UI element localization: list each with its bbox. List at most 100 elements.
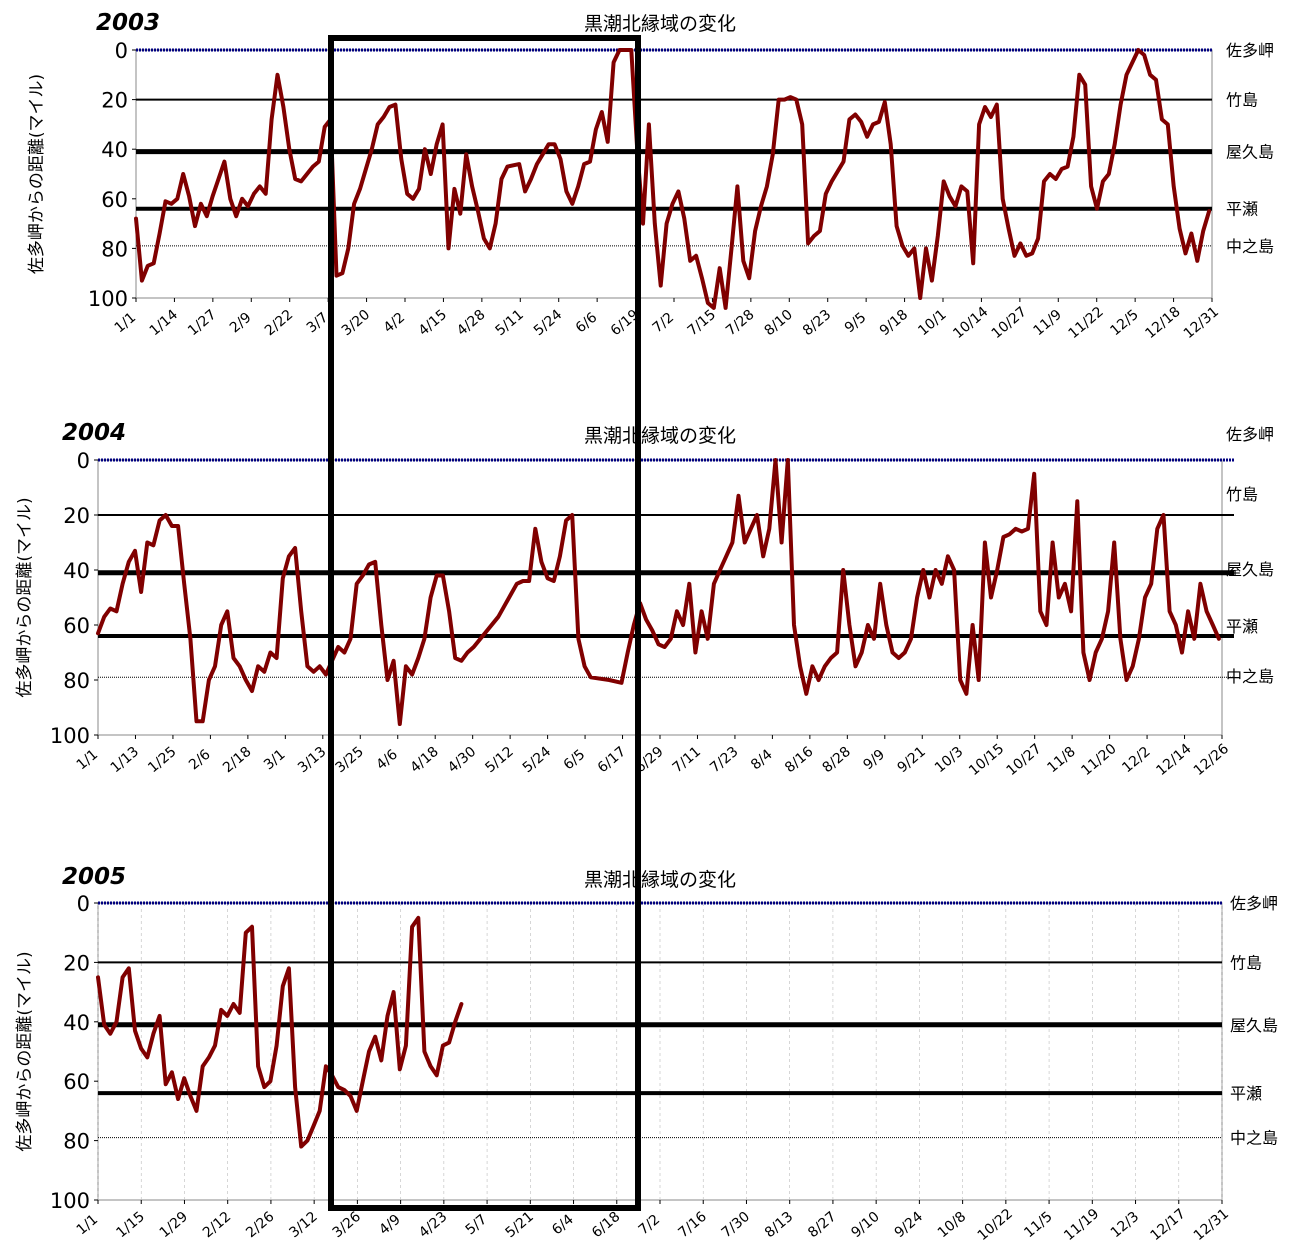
x-tick-label: 11/20: [1078, 741, 1119, 779]
year-label: 2003: [96, 10, 160, 36]
x-tick-label: 7/30: [719, 1209, 753, 1241]
reference-label: 竹島: [1226, 485, 1258, 504]
x-tick-label: 1/27: [185, 307, 219, 339]
x-tick-label: 4/15: [416, 307, 450, 339]
x-tick-label: 12/2: [1119, 744, 1153, 776]
x-tick-label: 4/30: [445, 744, 479, 776]
reference-label: 佐多岬: [1226, 41, 1274, 60]
x-tick-label: 8/28: [820, 744, 854, 776]
reference-label: 中之島: [1226, 667, 1274, 686]
x-tick-label: 2/18: [220, 744, 254, 776]
x-tick-label: 10/3: [932, 744, 966, 776]
y-axis-label: 佐多岬からの距離(マイル): [27, 74, 47, 274]
reference-label: 平瀬: [1226, 200, 1258, 219]
x-tick-label: 1/15: [113, 1209, 147, 1241]
x-tick-label: 11/8: [1044, 744, 1078, 776]
reference-label: 平瀬: [1230, 1084, 1262, 1103]
y-tick-label: 60: [63, 1070, 90, 1094]
y-tick-label: 40: [63, 559, 90, 583]
x-tick-label: 9/9: [860, 747, 888, 774]
x-tick-label: 1/1: [74, 1212, 102, 1239]
x-tick-label: 6/17: [595, 744, 629, 776]
x-tick-label: 7/28: [723, 307, 757, 339]
x-tick-label: 7/2: [650, 310, 678, 337]
x-tick-label: 8/10: [762, 307, 796, 339]
year-label: 2004: [62, 420, 126, 446]
x-tick-label: 12/17: [1148, 1206, 1189, 1244]
x-tick-label: 11/22: [1066, 304, 1107, 342]
reference-label: 佐多岬: [1226, 425, 1274, 444]
x-tick-label: 3/7: [304, 310, 332, 337]
y-tick-label: 20: [63, 504, 90, 528]
series-line: [134, 48, 1212, 310]
x-tick-label: 10/22: [975, 1206, 1016, 1244]
chart-title: 黒潮北縁域の変化: [584, 425, 736, 447]
reference-label: 中之島: [1230, 1129, 1278, 1148]
chart-title: 黒潮北縁域の変化: [584, 13, 736, 35]
y-tick-label: 80: [101, 237, 128, 261]
x-tick-label: 5/7: [463, 1212, 491, 1239]
y-axis-label: 佐多岬からの距離(マイル): [15, 951, 35, 1151]
reference-label: 平瀬: [1226, 617, 1258, 636]
x-tick-label: 3/13: [295, 744, 329, 776]
x-tick-label: 3/25: [333, 744, 367, 776]
x-tick-label: 3/26: [330, 1209, 364, 1242]
y-tick-label: 80: [63, 669, 90, 693]
x-tick-label: 10/1: [915, 307, 949, 339]
x-tick-label: 12/26: [1191, 741, 1232, 779]
x-tick-label: 11/5: [1021, 1209, 1055, 1241]
y-tick-label: 60: [101, 188, 128, 212]
x-tick-label: 5/21: [503, 1209, 537, 1241]
reference-label: 屋久島: [1226, 560, 1274, 579]
x-tick-label: 1/13: [108, 744, 142, 776]
x-tick-label: 1/1: [74, 747, 102, 774]
y-tick-label: 100: [88, 287, 128, 311]
reference-label: 佐多岬: [1230, 894, 1278, 913]
x-tick-label: 11/9: [1031, 307, 1065, 339]
x-tick-label: 6/5: [561, 747, 589, 774]
x-tick-label: 9/5: [842, 310, 870, 337]
y-tick-label: 80: [63, 1130, 90, 1154]
x-tick-label: 9/18: [877, 307, 911, 339]
x-tick-label: 4/28: [454, 307, 488, 339]
y-tick-label: 100: [50, 1189, 90, 1213]
x-tick-label: 11/19: [1061, 1206, 1102, 1244]
x-tick-label: 9/21: [895, 744, 929, 776]
reference-label: 竹島: [1230, 953, 1262, 972]
reference-label: 屋久島: [1230, 1016, 1278, 1035]
x-tick-label: 3/20: [339, 307, 373, 339]
reference-label: 屋久島: [1226, 143, 1274, 162]
y-tick-label: 40: [101, 138, 128, 162]
x-tick-label: 2/12: [200, 1209, 234, 1241]
x-tick-label: 2/26: [243, 1209, 277, 1242]
x-tick-label: 8/27: [805, 1209, 839, 1241]
y-tick-label: 60: [63, 614, 90, 638]
x-tick-label: 1/25: [145, 744, 179, 776]
x-tick-label: 6/4: [549, 1212, 577, 1239]
plot-frame: [97, 459, 1223, 736]
x-tick-label: 10/27: [989, 304, 1030, 342]
x-tick-label: 1/1: [112, 310, 140, 337]
x-tick-label: 12/14: [1153, 741, 1194, 779]
y-tick-label: 0: [77, 892, 90, 916]
x-tick-label: 2/22: [262, 307, 296, 339]
reference-label: 中之島: [1226, 237, 1274, 256]
y-axis-label: 佐多岬からの距離(マイル): [15, 497, 35, 697]
series-line: [96, 915, 464, 1149]
x-tick-label: 5/24: [520, 744, 554, 777]
x-tick-label: 9/10: [848, 1209, 882, 1241]
x-tick-label: 12/18: [1142, 304, 1183, 342]
x-tick-label: 7/11: [670, 744, 704, 776]
y-tick-label: 20: [101, 89, 128, 113]
x-tick-label: 4/9: [376, 1212, 404, 1239]
x-tick-label: 6/6: [573, 310, 601, 337]
x-tick-label: 6/18: [589, 1209, 623, 1241]
chart-2003: 1/1 1/14 1/27 2/9 2/22 3/7 3/20 4/2 4/15 4/28 5/11…: [27, 10, 1274, 342]
x-tick-label: 8/16: [782, 744, 816, 777]
x-tick-label: 1/14: [147, 307, 181, 340]
x-tick-label: 12/31: [1191, 1206, 1232, 1244]
chart-2004: 1/1 1/13 1/25 2/6 2/18 3/1 3/13 3/25 4/6 4/18 4/30…: [15, 420, 1274, 779]
highlight-box: [328, 35, 641, 1211]
x-tick-label: 4/18: [407, 744, 441, 776]
